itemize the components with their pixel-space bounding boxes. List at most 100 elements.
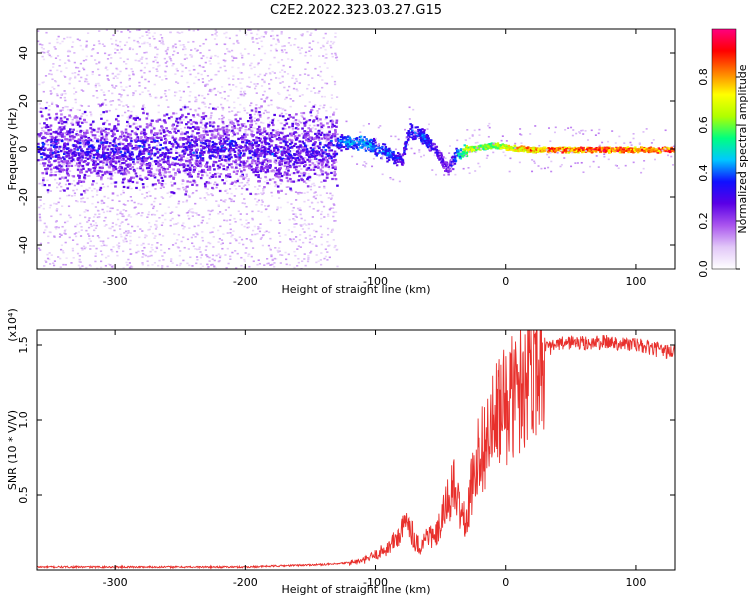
heatmap-cell bbox=[179, 136, 182, 140]
heatmap-cell bbox=[237, 178, 240, 181]
heatmap-cell bbox=[102, 152, 105, 155]
heatmap-cell bbox=[229, 119, 232, 121]
heatmap-cell bbox=[197, 214, 201, 216]
heatmap-cell bbox=[122, 105, 125, 107]
heatmap-cell bbox=[243, 138, 247, 141]
heatmap-cell bbox=[128, 152, 132, 155]
heatmap-cell bbox=[240, 175, 244, 178]
heatmap-cell bbox=[158, 171, 162, 175]
heatmap-cell bbox=[275, 169, 279, 172]
heatmap-cell bbox=[102, 111, 105, 114]
heatmap-cell bbox=[184, 193, 188, 196]
heatmap-cell bbox=[297, 158, 301, 161]
heatmap-cell bbox=[235, 238, 238, 241]
heatmap-cell bbox=[308, 163, 312, 167]
heatmap-cell bbox=[119, 166, 123, 169]
heatmap-cell bbox=[173, 94, 177, 97]
heatmap-cell bbox=[326, 240, 329, 243]
heatmap-cell bbox=[157, 181, 161, 185]
heatmap-cell bbox=[40, 51, 43, 54]
heatmap-cell bbox=[112, 165, 115, 168]
heatmap-cell bbox=[191, 125, 195, 129]
heatmap-cell bbox=[161, 39, 164, 41]
heatmap-cell bbox=[212, 246, 215, 248]
heatmap-cell bbox=[235, 267, 238, 269]
heatmap-cell bbox=[261, 193, 264, 196]
heatmap-cell bbox=[290, 134, 293, 137]
heatmap-cell bbox=[49, 149, 53, 152]
heatmap-cell bbox=[39, 219, 42, 222]
heatmap-cell bbox=[284, 109, 287, 112]
heatmap-cell bbox=[194, 110, 197, 113]
heatmap-cell bbox=[207, 106, 211, 109]
heatmap-cell bbox=[211, 174, 215, 177]
heatmap-cell bbox=[215, 183, 219, 186]
heatmap-cell bbox=[97, 68, 100, 71]
heatmap-cell bbox=[65, 154, 69, 158]
heatmap-cell bbox=[322, 37, 325, 39]
heatmap-cell bbox=[127, 123, 130, 125]
heatmap-cell bbox=[216, 146, 220, 149]
heatmap-cell bbox=[301, 127, 304, 130]
heatmap-cell bbox=[269, 219, 272, 222]
heatmap-cell bbox=[151, 244, 154, 246]
heatmap-cell bbox=[293, 250, 296, 253]
heatmap-cell bbox=[299, 246, 302, 248]
heatmap-cell bbox=[315, 151, 319, 154]
heatmap-cell bbox=[84, 139, 88, 142]
heatmap-cell bbox=[103, 45, 106, 47]
heatmap-cell bbox=[70, 151, 74, 154]
heatmap-cell bbox=[332, 41, 336, 44]
heatmap-cell bbox=[67, 55, 70, 57]
heatmap-cell bbox=[125, 174, 128, 176]
heatmap-cell bbox=[47, 50, 50, 52]
heatmap-cell bbox=[140, 62, 144, 65]
heatmap-cell bbox=[39, 43, 42, 46]
heatmap-cell bbox=[81, 200, 84, 203]
heatmap-cell bbox=[71, 136, 74, 139]
heatmap-cell bbox=[126, 264, 129, 266]
heatmap-cell bbox=[305, 153, 309, 156]
heatmap-cell bbox=[335, 153, 338, 156]
heatmap-cell bbox=[259, 170, 263, 173]
heatmap-cell bbox=[163, 156, 166, 159]
heatmap-cell bbox=[233, 184, 236, 187]
heatmap-cell bbox=[289, 98, 292, 100]
heatmap-cell bbox=[39, 159, 42, 161]
heatmap-cell bbox=[180, 158, 183, 161]
heatmap-cell bbox=[209, 137, 213, 140]
heatmap-cell bbox=[332, 155, 336, 158]
heatmap-cell bbox=[48, 252, 51, 254]
heatmap-cell bbox=[254, 193, 257, 196]
heatmap-cell bbox=[78, 161, 81, 164]
heatmap-cell bbox=[75, 133, 78, 136]
heatmap-cell bbox=[319, 70, 323, 73]
heatmap-cell bbox=[194, 76, 197, 78]
heatmap-cell bbox=[287, 253, 290, 256]
heatmap-cell bbox=[221, 135, 225, 138]
heatmap-cell bbox=[288, 113, 291, 117]
heatmap-cell bbox=[145, 191, 148, 194]
heatmap-cell bbox=[90, 171, 93, 174]
heatmap-cell bbox=[274, 129, 277, 132]
heatmap-cell bbox=[163, 173, 166, 175]
heatmap-cell bbox=[227, 168, 231, 171]
heatmap-cell bbox=[66, 50, 70, 53]
heatmap-cell bbox=[65, 160, 69, 163]
heatmap-cell bbox=[305, 224, 308, 226]
heatmap-cell bbox=[320, 164, 324, 167]
heatmap-cell bbox=[258, 106, 261, 109]
heatmap-cell bbox=[278, 235, 282, 237]
heatmap-cell bbox=[286, 180, 290, 183]
heatmap-cell bbox=[92, 156, 96, 159]
heatmap-cell bbox=[53, 235, 56, 238]
heatmap-cell bbox=[233, 217, 236, 220]
heatmap-cell bbox=[149, 45, 152, 47]
heatmap-cell bbox=[178, 40, 181, 42]
heatmap-cell bbox=[103, 158, 107, 161]
heatmap-cell bbox=[195, 256, 199, 258]
heatmap-cell bbox=[333, 132, 337, 136]
heatmap-cell bbox=[303, 124, 307, 127]
heatmap-cell bbox=[289, 177, 292, 181]
heatmap-cell bbox=[238, 154, 242, 157]
